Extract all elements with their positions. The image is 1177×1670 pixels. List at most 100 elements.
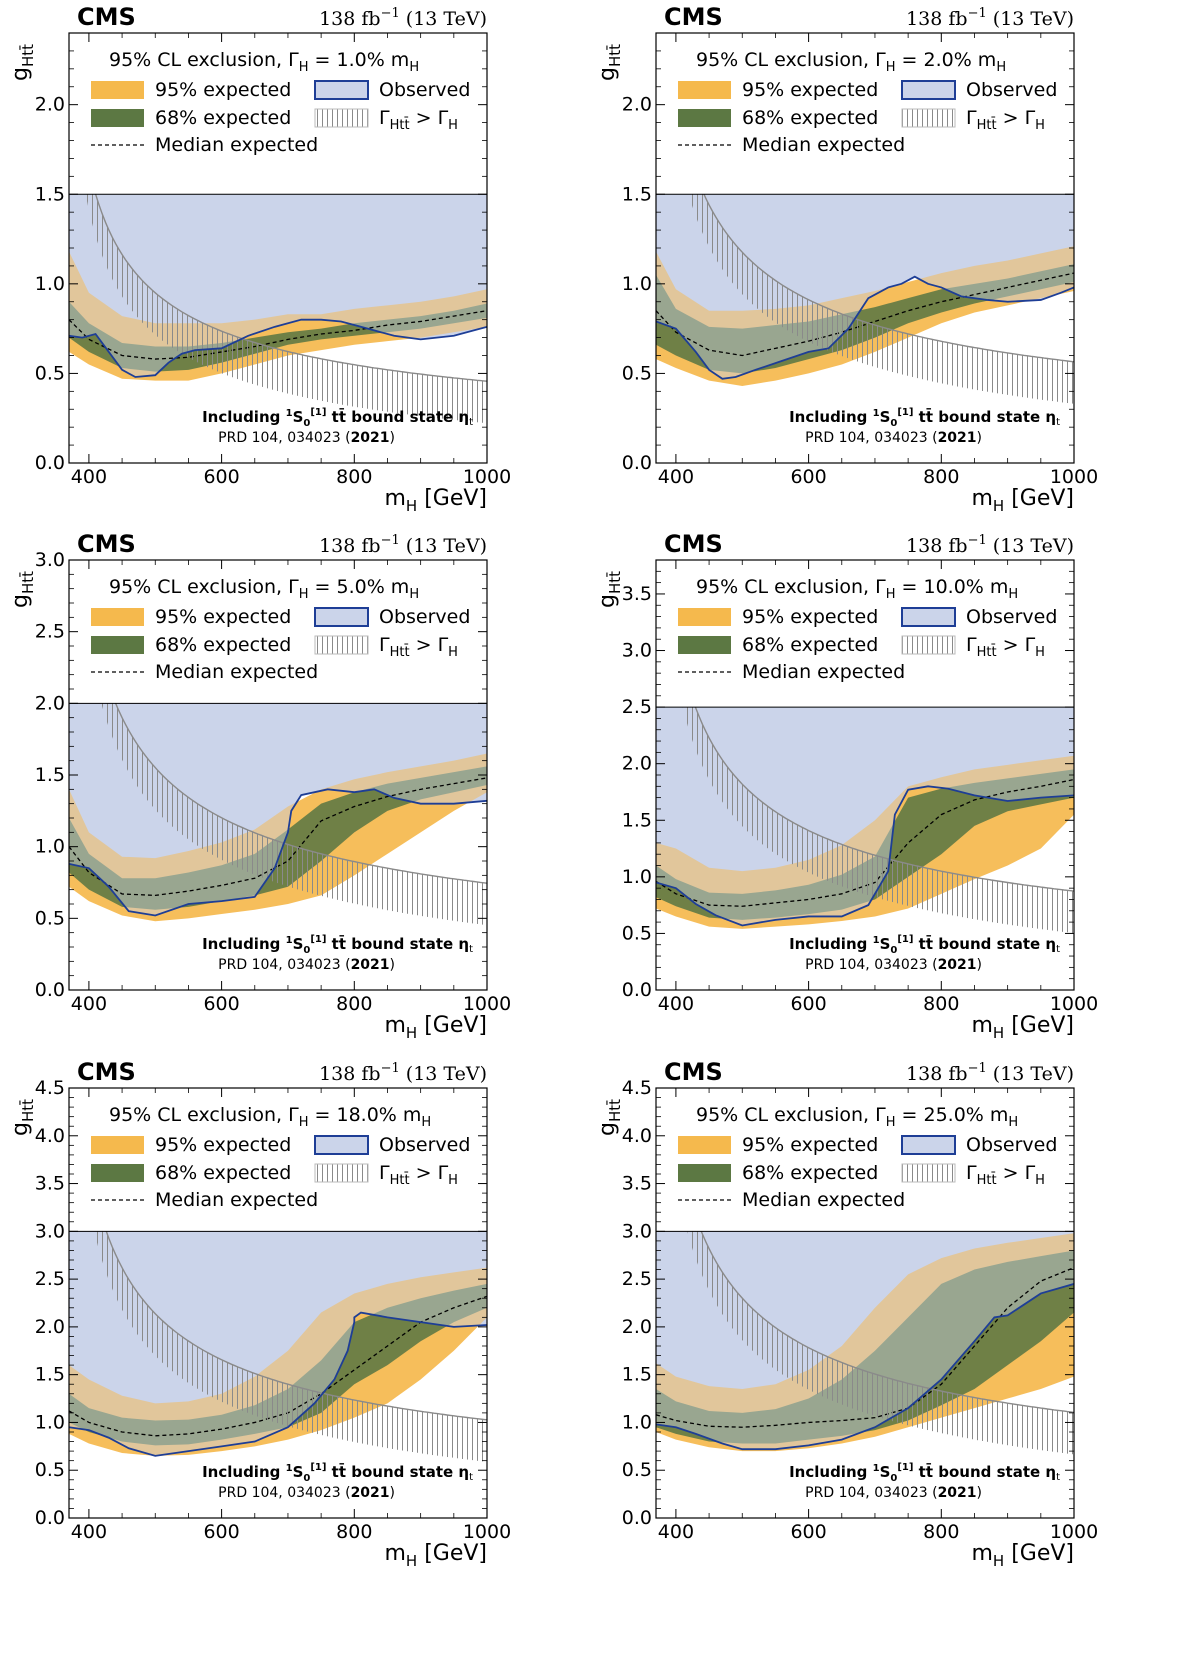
exclusion-title-part-2: = 18.0 (308, 1104, 378, 1126)
observed-overlay (69, 1231, 487, 1456)
lumi-label-part-2: (13 TeV) (400, 535, 487, 557)
legend-area (69, 560, 487, 704)
exclusion-title-part-4: H (996, 60, 1006, 75)
legend-area (656, 1088, 1074, 1232)
observed-line (656, 1283, 1074, 1451)
legend-label-median: Median expected (742, 134, 905, 156)
lumi-label-part-0: 138 fb (319, 8, 381, 30)
bound-state-annotation-part-0: Including (789, 1463, 873, 1481)
exclusion-title-part-0: 95% CL exclusion, Γ (109, 1104, 299, 1126)
y-tick-label: 1.5 (622, 183, 652, 205)
legend-label-median: Median expected (742, 1189, 905, 1211)
legend-swatch-unphysical (314, 1163, 369, 1183)
legend-swatch-unphysical (314, 635, 369, 655)
observed-overlay (656, 707, 1074, 926)
legend-label-95: 95% expected (742, 606, 878, 628)
lumi-label-part-1: −1 (381, 6, 400, 21)
y-tick-label: 1.0 (35, 836, 65, 858)
bound-state-annotation-part-1: 1 (286, 408, 293, 419)
legend-label-observed: Observed (379, 79, 470, 101)
legend-swatch-95 (91, 608, 144, 626)
legend-label-unphysical: ΓHtt̄ > ΓH (379, 107, 458, 133)
legend-label-95: 95% expected (742, 79, 878, 101)
legend-label-unphysical-part-3: H (1035, 1173, 1045, 1188)
plot-area (69, 33, 487, 424)
legend-swatch-observed (901, 80, 956, 100)
reference-annotation: PRD 104, 034023 (2021) (218, 1485, 395, 1501)
y-tick-label: 2.0 (35, 692, 65, 714)
legend-swatch-unphysical (901, 108, 956, 128)
x-axis-label-part-2: [GeV] (1004, 1541, 1074, 1566)
y-tick-label: 2.5 (35, 1268, 65, 1290)
bound-state-annotation-part-0: Including (789, 408, 873, 426)
plot-area (656, 33, 1074, 404)
bound-state-annotation-part-4: [1] (897, 407, 913, 418)
legend-label-unphysical-part-2: > Γ (410, 634, 449, 656)
bound-state-annotation-part-2: S (880, 935, 891, 953)
legend-label-68: 68% expected (155, 1162, 291, 1184)
legend-swatch-95 (678, 608, 731, 626)
exclusion-title-part-0: 95% CL exclusion, Γ (696, 1104, 886, 1126)
y-tick-label: 4.5 (35, 1077, 65, 1099)
median-expected-line (656, 1267, 1074, 1428)
reference-annotation-part-0: PRD 104, 034023 ( (805, 957, 937, 973)
band-68-expected (69, 301, 487, 372)
bound-state-annotation-part-3: 0 (303, 945, 310, 956)
bound-state-annotation-part-0: Including (202, 1463, 286, 1481)
y-axis-label: gHtt̄ (8, 44, 37, 81)
y-tick-label: 2.5 (35, 621, 65, 643)
bound-state-annotation-part-5: tt̄ bound state η (913, 1461, 1056, 1481)
legend-label-observed: Observed (966, 1134, 1057, 1156)
exclusion-title-part-2: = 1.0 (308, 49, 366, 71)
observed-overlay (656, 1231, 1074, 1450)
y-tick-label: 3.0 (622, 640, 652, 662)
reference-annotation-part-2: ) (977, 1485, 982, 1501)
exclusion-title: 95% CL exclusion, ΓH = 2.0% mH (696, 49, 1006, 75)
x-axis-label-part-2: [GeV] (417, 486, 487, 511)
experiment-label: CMS (77, 1058, 136, 1086)
y-tick-label: 0.0 (622, 979, 652, 1001)
bound-state-annotation: Including 1S0[1] tt̄ bound state ηt (789, 1461, 1060, 1484)
x-axis-label-part-2: [GeV] (417, 1013, 487, 1038)
x-tick-label: 600 (203, 1521, 239, 1543)
y-tick-label: 1.5 (35, 1364, 65, 1386)
bound-state-annotation: Including 1S0[1] tt̄ bound state ηt (202, 933, 473, 956)
legend-label-unphysical-part-0: Γ (379, 107, 390, 129)
unphysical-hatch (101, 703, 487, 926)
y-tick-label: 1.0 (622, 866, 652, 888)
reference-annotation-part-2: ) (390, 430, 395, 446)
bound-state-annotation-part-6: t (1056, 944, 1060, 955)
legend-label-unphysical-part-2: > Γ (410, 107, 449, 129)
legend-label-unphysical-part-0: Γ (379, 634, 390, 656)
legend-label-unphysical: ΓHtt̄ > ΓH (966, 107, 1045, 133)
reference-annotation-part-1: 2021 (938, 957, 977, 973)
y-tick-label: 1.0 (622, 273, 652, 295)
legend-label-unphysical-part-2: > Γ (997, 107, 1036, 129)
legend-swatch-95 (678, 81, 731, 99)
unphysical-boundary-line (81, 560, 487, 884)
lumi-label-part-2: (13 TeV) (987, 535, 1074, 557)
legend-label-unphysical-part-0: Γ (966, 107, 977, 129)
y-tick-label: 3.0 (622, 1220, 652, 1242)
legend-label-unphysical: ΓHtt̄ > ΓH (966, 634, 1045, 660)
lumi-label: 138 fb−1 (13 TeV) (319, 1061, 487, 1085)
exclusion-title-part-2: = 25.0 (895, 1104, 965, 1126)
y-tick-label: 3.0 (35, 1220, 65, 1242)
y-tick-label: 2.0 (622, 753, 652, 775)
lumi-label-part-1: −1 (968, 533, 987, 548)
legend-swatch-68 (91, 636, 144, 654)
lumi-label-part-1: −1 (381, 1061, 400, 1076)
unphysical-boundary-line (668, 1088, 1074, 1414)
x-tick-label: 600 (203, 993, 239, 1015)
x-tick-label: 400 (658, 993, 694, 1015)
legend-swatch-observed (901, 607, 956, 627)
lumi-label: 138 fb−1 (13 TeV) (319, 6, 487, 30)
legend-swatch-68 (91, 1164, 144, 1182)
experiment-label: CMS (664, 1058, 723, 1086)
unphysical-boundary-line (664, 560, 1074, 892)
legend-label-unphysical-part-2: > Γ (997, 634, 1036, 656)
unphysical-hatch (85, 194, 487, 424)
x-axis-label-part-0: m (971, 1541, 992, 1566)
bound-state-annotation-part-3: 0 (303, 418, 310, 429)
exclusion-title-part-1: H (886, 1115, 896, 1130)
